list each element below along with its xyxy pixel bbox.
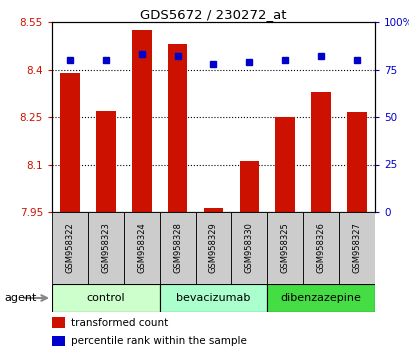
Bar bbox=[60, 73, 80, 212]
Text: bevacizumab: bevacizumab bbox=[176, 293, 250, 303]
Bar bbox=[88, 212, 124, 284]
Text: percentile rank within the sample: percentile rank within the sample bbox=[71, 336, 247, 346]
Text: GSM958327: GSM958327 bbox=[352, 223, 361, 273]
Bar bbox=[310, 92, 330, 212]
Text: GSM958323: GSM958323 bbox=[101, 223, 110, 273]
Bar bbox=[239, 161, 258, 212]
Bar bbox=[52, 317, 65, 328]
Text: GSM958324: GSM958324 bbox=[137, 223, 146, 273]
Bar bbox=[275, 117, 294, 212]
Bar bbox=[346, 112, 366, 212]
Text: dibenzazepine: dibenzazepine bbox=[280, 293, 361, 303]
Bar bbox=[159, 212, 195, 284]
Bar bbox=[167, 44, 187, 212]
Bar bbox=[195, 212, 231, 284]
Text: agent: agent bbox=[4, 293, 36, 303]
Bar bbox=[303, 212, 338, 284]
Bar bbox=[338, 212, 374, 284]
Bar bbox=[124, 212, 159, 284]
Bar bbox=[267, 284, 374, 312]
Bar bbox=[96, 111, 115, 212]
Text: GSM958322: GSM958322 bbox=[65, 223, 74, 273]
Text: control: control bbox=[86, 293, 125, 303]
Text: GSM958330: GSM958330 bbox=[244, 223, 253, 273]
Title: GDS5672 / 230272_at: GDS5672 / 230272_at bbox=[140, 8, 286, 21]
Bar bbox=[52, 212, 88, 284]
Bar bbox=[52, 336, 65, 346]
Text: GSM958325: GSM958325 bbox=[280, 223, 289, 273]
Text: GSM958326: GSM958326 bbox=[316, 223, 325, 273]
Bar bbox=[203, 208, 223, 212]
Bar bbox=[159, 284, 267, 312]
Text: GSM958329: GSM958329 bbox=[209, 223, 218, 273]
Bar bbox=[52, 284, 159, 312]
Bar bbox=[267, 212, 303, 284]
Bar bbox=[132, 30, 151, 212]
Bar bbox=[231, 212, 267, 284]
Text: GSM958328: GSM958328 bbox=[173, 223, 182, 273]
Text: transformed count: transformed count bbox=[71, 318, 168, 328]
